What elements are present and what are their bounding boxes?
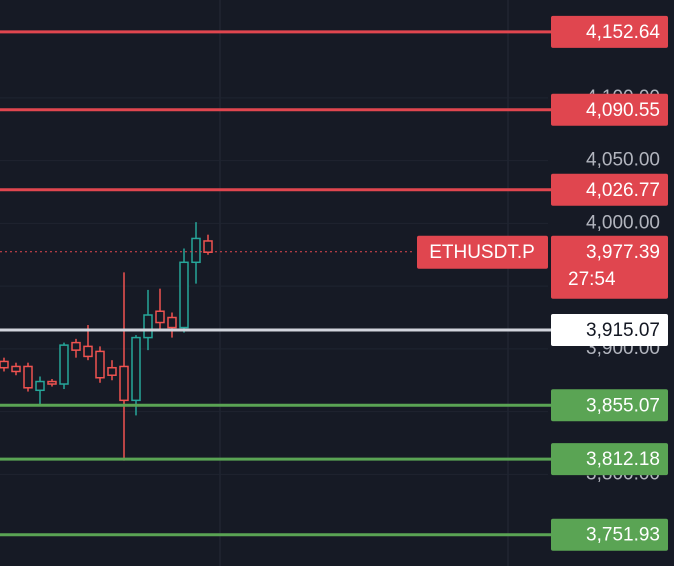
level-label: 4,152.64 bbox=[586, 22, 660, 43]
candle-body bbox=[143, 314, 153, 339]
candle-body bbox=[203, 240, 213, 254]
level-label-box bbox=[551, 15, 668, 48]
candle-body bbox=[95, 350, 105, 379]
candle-body bbox=[191, 237, 201, 264]
symbol-label: ETHUSDT.P bbox=[429, 242, 535, 263]
y-tick-label: 4,000.00 bbox=[586, 212, 660, 233]
candle-body bbox=[179, 261, 189, 329]
candle-body bbox=[107, 366, 117, 376]
level-label: 3,855.07 bbox=[586, 395, 660, 416]
countdown-label: 27:54 bbox=[568, 269, 616, 290]
level-label-box bbox=[551, 173, 668, 206]
candle-body bbox=[71, 341, 81, 351]
level-label-box bbox=[551, 389, 668, 422]
level-label-box bbox=[551, 313, 668, 346]
y-tick-label: 4,050.00 bbox=[586, 150, 660, 171]
candle-body bbox=[59, 344, 69, 385]
level-label-box bbox=[551, 93, 668, 126]
candle-body bbox=[35, 380, 45, 392]
symbol-box bbox=[417, 235, 548, 269]
candle-body bbox=[0, 360, 9, 369]
candle-body bbox=[155, 310, 165, 324]
level-label-box bbox=[551, 518, 668, 551]
level-label: 3,751.93 bbox=[586, 525, 660, 546]
candle-body bbox=[119, 365, 129, 402]
candle-body bbox=[167, 316, 177, 329]
level-label-box bbox=[551, 443, 668, 476]
candle-body bbox=[23, 365, 33, 389]
level-label: 3,812.18 bbox=[586, 449, 660, 470]
candle-body bbox=[131, 336, 141, 402]
level-label: 3,915.07 bbox=[586, 320, 660, 341]
candle-body bbox=[47, 380, 57, 385]
last-price-box bbox=[551, 235, 668, 299]
last-price-label: 3,977.39 bbox=[586, 242, 660, 263]
candle-body bbox=[11, 365, 21, 373]
candle-body bbox=[83, 345, 93, 358]
level-label: 4,090.55 bbox=[586, 100, 660, 121]
level-label: 4,026.77 bbox=[586, 180, 660, 201]
